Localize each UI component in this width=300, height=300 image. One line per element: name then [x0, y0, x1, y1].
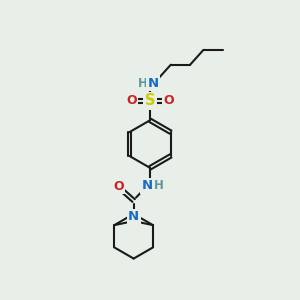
Text: O: O [126, 94, 137, 107]
Text: H: H [138, 76, 148, 90]
Text: O: O [163, 94, 174, 107]
Text: N: N [128, 210, 139, 224]
Text: O: O [113, 180, 124, 193]
Text: H: H [154, 179, 164, 192]
Text: N: N [142, 179, 153, 192]
Text: N: N [147, 76, 158, 90]
Text: S: S [145, 94, 155, 109]
